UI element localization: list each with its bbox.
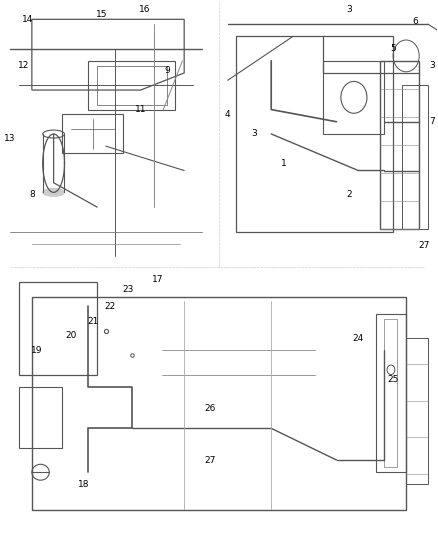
Text: 22: 22: [105, 302, 116, 311]
Text: 21: 21: [87, 317, 99, 326]
Text: 3: 3: [429, 61, 435, 70]
Text: 13: 13: [4, 134, 16, 143]
Text: 2: 2: [347, 190, 353, 199]
Text: 25: 25: [387, 375, 399, 384]
Text: 3: 3: [251, 130, 257, 139]
Text: 27: 27: [418, 241, 429, 250]
Text: 20: 20: [65, 331, 77, 340]
Text: 14: 14: [22, 15, 33, 24]
Text: 23: 23: [122, 285, 133, 294]
Text: 9: 9: [164, 66, 170, 75]
Text: 24: 24: [353, 334, 364, 343]
Text: 7: 7: [429, 117, 435, 126]
Text: 8: 8: [29, 190, 35, 199]
Text: 19: 19: [31, 346, 42, 355]
Text: 15: 15: [96, 10, 107, 19]
Text: 3: 3: [347, 5, 353, 14]
Text: 12: 12: [18, 61, 29, 70]
Text: 5: 5: [390, 44, 396, 53]
Text: 4: 4: [225, 110, 230, 119]
Text: 16: 16: [139, 5, 151, 14]
Text: 11: 11: [135, 105, 146, 114]
Text: 6: 6: [412, 17, 418, 26]
Text: 18: 18: [78, 480, 90, 489]
Text: 17: 17: [152, 275, 164, 284]
Text: 27: 27: [205, 456, 216, 465]
Text: 1: 1: [281, 159, 287, 168]
Ellipse shape: [43, 188, 64, 196]
Text: 26: 26: [205, 405, 216, 413]
